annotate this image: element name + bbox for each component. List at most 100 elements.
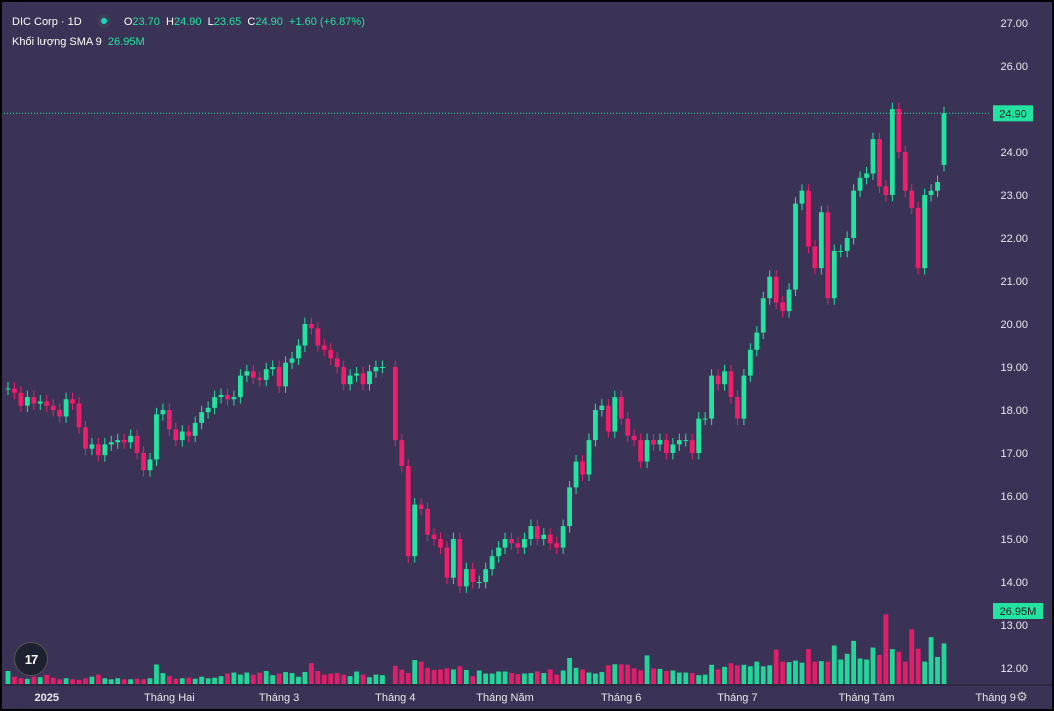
- price-tick-label: 17.00: [1000, 448, 1028, 460]
- volume-bar: [244, 672, 250, 684]
- candle-body: [735, 397, 740, 419]
- volume-bar: [780, 661, 786, 684]
- volume-bar: [528, 673, 534, 684]
- volume-bar: [793, 660, 798, 684]
- volume-bar: [676, 672, 682, 684]
- volume-bar: [283, 672, 288, 684]
- candle-body: [483, 569, 489, 582]
- candle-body: [186, 431, 192, 436]
- volume-bar: [502, 671, 508, 684]
- candle-body: [754, 332, 760, 350]
- volume-legend: Khối lượng SMA 9 26.95M: [12, 36, 145, 48]
- candle-body: [31, 397, 37, 404]
- volume-bar: [205, 678, 211, 684]
- volume-bar: [547, 669, 553, 684]
- candle-body: [812, 246, 818, 269]
- candle-body: [444, 547, 450, 578]
- volume-bar: [496, 671, 501, 684]
- volume-bar: [515, 674, 521, 684]
- tradingview-logo-icon[interactable]: 17: [14, 642, 48, 676]
- candle-body: [902, 152, 908, 191]
- candle-body: [547, 534, 553, 544]
- candle-body: [18, 392, 24, 406]
- candle-body: [154, 414, 159, 460]
- candle-body: [864, 173, 869, 178]
- volume-bar: [154, 664, 159, 684]
- volume-bar: [573, 667, 579, 684]
- price-tick-label: 22.00: [1000, 233, 1028, 245]
- candle-body: [166, 410, 172, 430]
- volume-bar: [231, 672, 237, 684]
- volume-bar: [425, 667, 430, 684]
- volume-bar: [179, 678, 185, 684]
- volume-bar: [483, 673, 489, 684]
- volume-bar: [664, 671, 669, 684]
- candle-body: [709, 375, 715, 419]
- candle-body: [631, 435, 637, 441]
- open-label: O: [123, 15, 133, 28]
- candle-body: [870, 139, 876, 174]
- candle-body: [44, 401, 50, 406]
- candle-body: [328, 349, 334, 359]
- volume-bar: [534, 671, 540, 684]
- price-tick-label: 27.00: [1000, 18, 1028, 30]
- candle-body: [367, 371, 372, 385]
- candle-body: [683, 440, 689, 442]
- candle-body: [24, 397, 30, 406]
- candle-body: [134, 435, 140, 453]
- price-tick-label: 15.00: [1000, 534, 1028, 546]
- candle-body: [160, 410, 166, 415]
- volume-bar: [612, 664, 618, 684]
- price-tick-label: 26.00: [1000, 61, 1028, 73]
- volume-bar: [57, 679, 63, 684]
- candle-body: [457, 539, 463, 587]
- candle-body: [696, 418, 702, 453]
- volume-bar: [857, 658, 863, 684]
- candle-body: [889, 109, 895, 195]
- volume-bar: [166, 676, 172, 684]
- candle-body: [676, 440, 682, 445]
- volume-bar: [341, 674, 347, 684]
- time-tick-label: Tháng 7: [717, 692, 757, 704]
- volume-bar: [276, 673, 282, 684]
- candle-body: [50, 405, 56, 410]
- volume-bar: [696, 675, 702, 684]
- candle-body: [192, 422, 198, 436]
- candle-body: [199, 412, 205, 423]
- volume-bar: [83, 678, 88, 684]
- volume-bar: [315, 671, 321, 684]
- volume-bar: [605, 665, 611, 684]
- volume-bar: [141, 679, 146, 684]
- candle-body: [308, 324, 314, 329]
- volume-bar: [754, 661, 760, 684]
- candle-body: [915, 207, 921, 269]
- logo-text: 17: [24, 651, 39, 667]
- high-label: H: [166, 15, 174, 28]
- last-price-tag-text: 24.90: [999, 108, 1027, 120]
- candle-body: [651, 440, 656, 445]
- volume-bar: [651, 668, 656, 684]
- candle-body: [128, 435, 134, 443]
- candle-body: [489, 556, 495, 570]
- volume-bar: [541, 673, 547, 684]
- volume-bar: [250, 674, 256, 684]
- candle-body: [321, 345, 327, 350]
- candle-body: [909, 190, 915, 208]
- candle-body: [237, 375, 243, 398]
- candle-body: [89, 444, 95, 449]
- settings-gear-icon[interactable]: ⚙: [1016, 689, 1028, 704]
- volume-bar: [593, 673, 598, 684]
- volume-bar: [257, 672, 263, 684]
- volume-bar: [470, 676, 476, 684]
- volume-bar: [70, 679, 75, 684]
- price-tick-label: 20.00: [1000, 319, 1028, 331]
- time-tick-label: Tháng 6: [601, 692, 641, 704]
- time-tick-label: Tháng Hai: [144, 692, 195, 704]
- volume-bar: [747, 666, 753, 684]
- volume-bar: [37, 677, 43, 684]
- market-status-icon[interactable]: [96, 14, 111, 28]
- volume-bar: [509, 673, 514, 684]
- candle-body: [102, 444, 108, 456]
